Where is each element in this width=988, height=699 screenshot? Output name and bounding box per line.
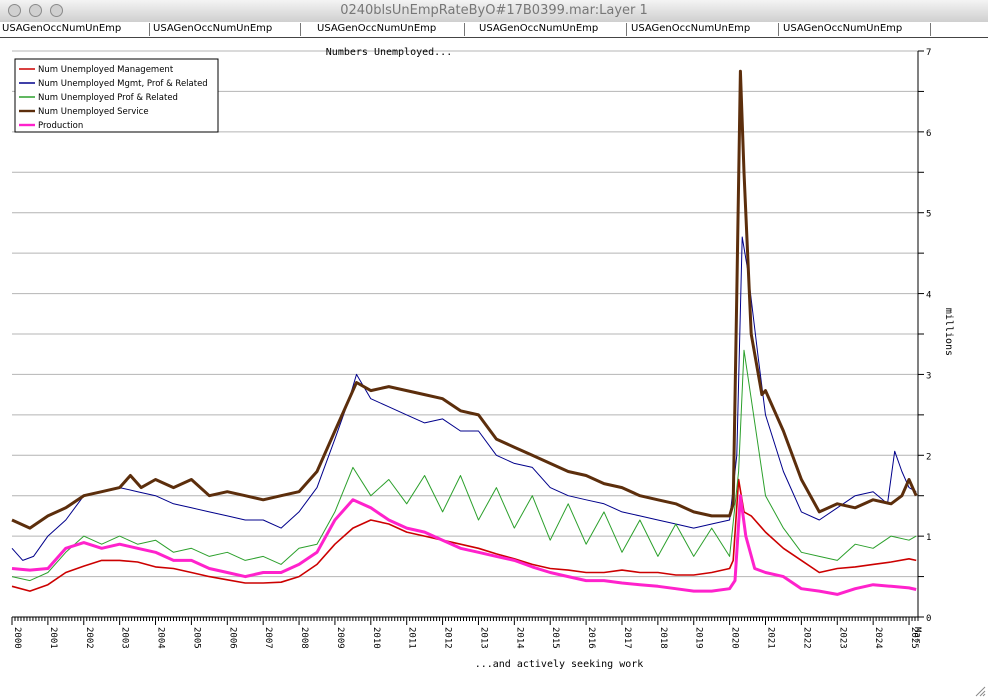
x-tick-label: 2002 — [84, 627, 94, 649]
x-axis: 2000 2001 2002 2003 2004 2005 2006 2007 2008 2009… — [11, 616, 922, 649]
x-tick-label: 2016 — [586, 627, 596, 649]
tab-series-6[interactable]: USAGenOccNumUnEmp — [781, 23, 931, 36]
legend-label: Num Unemployed Mgmt, Prof & Related — [38, 79, 208, 89]
x-tick-label: 2005 — [191, 627, 201, 649]
chart-title: Numbers Unemployed... — [326, 47, 452, 58]
minimize-button[interactable] — [29, 4, 42, 17]
y-axis: 0 1 2 3 4 5 6 7 — [917, 48, 931, 624]
x-tick-label: 2020 — [730, 627, 740, 649]
window-titlebar[interactable]: 0240blsUnEmpRateByO#17B0399.mar:Layer 1 — [0, 0, 988, 23]
x-tick-label: 2006 — [227, 627, 237, 649]
y-tick-label: 3 — [926, 371, 931, 381]
tab-series-4[interactable]: USAGenOccNumUnEmp — [477, 23, 627, 36]
y-tick-label: 4 — [926, 291, 931, 301]
x-tick-label: 2000 — [12, 627, 22, 649]
x-axis-title: ...and actively seeking work — [475, 659, 644, 670]
window-title: 0240blsUnEmpRateByO#17B0399.mar:Layer 1 — [340, 3, 648, 18]
x-tick-label: 2008 — [299, 627, 309, 649]
x-tick-label: 2009 — [335, 627, 345, 649]
x-tick-label: 2018 — [658, 627, 668, 649]
x-tick-label: 2007 — [263, 627, 273, 649]
series-line-5 — [11, 494, 917, 596]
x-tick-label: 2025 — [909, 627, 919, 649]
series-line-2 — [11, 236, 917, 561]
x-tick-label: 2013 — [478, 627, 488, 649]
series-line-4 — [11, 69, 918, 530]
x-tick-label: 2010 — [371, 627, 381, 649]
x-tick-label: 2024 — [873, 627, 883, 649]
zoom-button[interactable] — [50, 4, 63, 17]
y-tick-label: 1 — [926, 533, 931, 543]
x-tick-label: 2012 — [443, 627, 453, 649]
legend-label: Num Unemployed Prof & Related — [38, 93, 178, 103]
x-tick-label: 2004 — [156, 627, 166, 649]
x-tick-label-month: Mar — [912, 627, 922, 644]
tab-series-3[interactable]: USAGenOccNumUnEmp — [315, 23, 465, 36]
x-tick-label: 2014 — [514, 627, 524, 649]
series-line-1 — [11, 478, 917, 592]
x-tick-label: 2022 — [801, 627, 811, 649]
y-tick-label: 6 — [926, 129, 931, 139]
y-tick-label: 0 — [926, 614, 931, 624]
grid-lines — [12, 50, 918, 578]
x-tick-label: 2001 — [48, 627, 58, 649]
y-tick-label: 5 — [926, 210, 931, 220]
legend: Num Unemployed Management Num Unemployed … — [14, 58, 219, 133]
x-tick-label: 2023 — [837, 627, 847, 649]
y-tick-label: 2 — [926, 452, 931, 462]
tab-series-2[interactable]: USAGenOccNumUnEmp — [151, 23, 301, 36]
x-tick-label: 2017 — [622, 627, 632, 649]
legend-label: Num Unemployed Management — [38, 65, 174, 75]
tab-series-5[interactable]: USAGenOccNumUnEmp — [629, 23, 779, 36]
x-tick-label: 2003 — [120, 627, 130, 649]
resize-grip-icon[interactable] — [974, 685, 986, 697]
legend-label: Production — [38, 121, 83, 131]
series-line-3 — [11, 349, 917, 582]
series-lines — [11, 69, 918, 596]
y-tick-label: 7 — [926, 48, 931, 58]
tab-bar: USAGenOccNumUnEmp USAGenOccNumUnEmp USAG… — [0, 22, 988, 38]
legend-label: Num Unemployed Service — [38, 107, 149, 117]
x-tick-label: 2011 — [407, 627, 417, 649]
close-button[interactable] — [8, 4, 21, 17]
y-axis-title: millions — [943, 308, 954, 356]
tab-series-1[interactable]: USAGenOccNumUnEmp — [0, 23, 150, 36]
x-tick-label: 2021 — [766, 627, 776, 649]
x-tick-label: 2015 — [550, 627, 560, 649]
x-tick-label: 2019 — [694, 627, 704, 649]
legend-box — [14, 58, 219, 133]
